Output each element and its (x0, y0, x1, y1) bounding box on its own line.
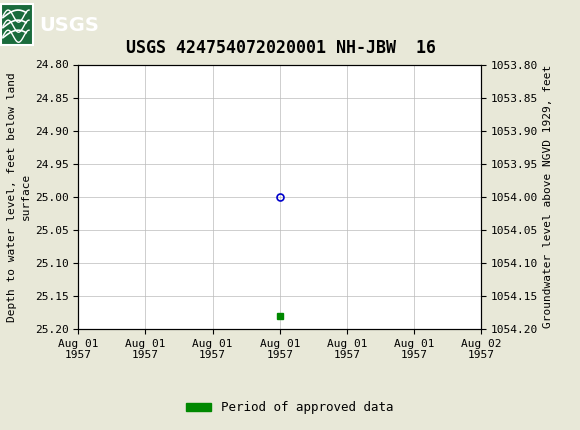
Legend: Period of approved data: Period of approved data (181, 396, 399, 419)
Text: USGS 424754072020001 NH-JBW  16: USGS 424754072020001 NH-JBW 16 (126, 39, 436, 57)
Bar (1, 4, 33, 45)
Y-axis label: Depth to water level, feet below land
surface: Depth to water level, feet below land su… (8, 72, 31, 322)
Y-axis label: Groundwater level above NGVD 1929, feet: Groundwater level above NGVD 1929, feet (542, 65, 553, 329)
Text: USGS: USGS (39, 15, 99, 35)
